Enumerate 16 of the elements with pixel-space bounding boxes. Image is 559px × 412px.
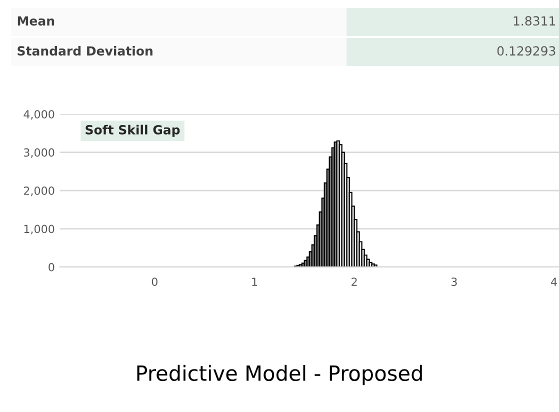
x-tick-label: 4 — [551, 278, 557, 286]
y-tick-label: 3,000 — [24, 148, 54, 158]
x-tick-label: 0 — [152, 278, 158, 286]
x-tick-label: 2 — [352, 278, 357, 286]
x-tick-label: 3 — [451, 278, 457, 286]
y-tick-label: 2,000 — [24, 186, 54, 196]
y-tick-label: 1,000 — [24, 224, 54, 234]
text: Predictive Model - Proposed — [137, 364, 422, 386]
text: Soft Skill Gap — [86, 124, 180, 137]
text: 1.8311 — [514, 16, 556, 26]
x-tick-label: 1 — [252, 278, 258, 286]
text: Standard Deviation — [18, 46, 152, 56]
y-tick-label: 4,000 — [24, 110, 54, 120]
y-tick-label: 0 — [48, 262, 54, 272]
text: 0.129293 — [497, 46, 556, 56]
text: Mean — [18, 16, 54, 26]
